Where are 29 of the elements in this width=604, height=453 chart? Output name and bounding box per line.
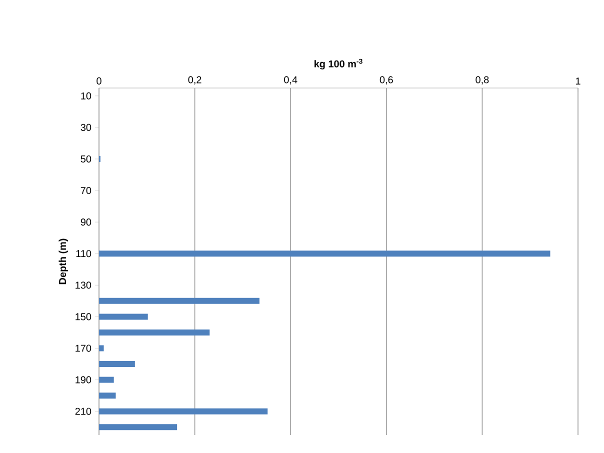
bar (99, 345, 104, 352)
x-tick-label: 0,4 (284, 76, 298, 84)
y-tick-label: 50 (80, 155, 92, 163)
x-tick-label: 0 (96, 77, 102, 84)
y-tick-label: 30 (80, 124, 92, 131)
y-tick-label: 210 (75, 408, 92, 415)
x-tick-label: 0,2 (188, 76, 202, 84)
bar (99, 361, 135, 368)
y-tick-label: 110 (76, 250, 92, 258)
y-tick-label: 190 (76, 376, 92, 384)
x-tick-label: 0,8 (476, 76, 489, 84)
x-tick-label: 0,6 (380, 76, 393, 84)
y-axis-title: Depth (m) (58, 238, 68, 284)
bar (99, 250, 550, 257)
bar (99, 392, 116, 399)
y-tick-label: 150 (76, 313, 92, 320)
bar (99, 424, 178, 430)
x-axis-title: kg 100 m$^{-3}$ (314, 58, 362, 70)
bar (99, 376, 114, 383)
bar (99, 408, 268, 414)
bar (99, 314, 148, 320)
bar (99, 298, 260, 304)
y-tick-label: 170 (76, 344, 92, 352)
y-tick-label: 10 (81, 92, 92, 100)
y-tick-label: 90 (80, 218, 92, 226)
bar (99, 329, 210, 336)
y-tick-label: 130 (76, 282, 92, 289)
x-tick-label: 1 (576, 78, 580, 84)
y-tick-label: 70 (80, 187, 92, 194)
